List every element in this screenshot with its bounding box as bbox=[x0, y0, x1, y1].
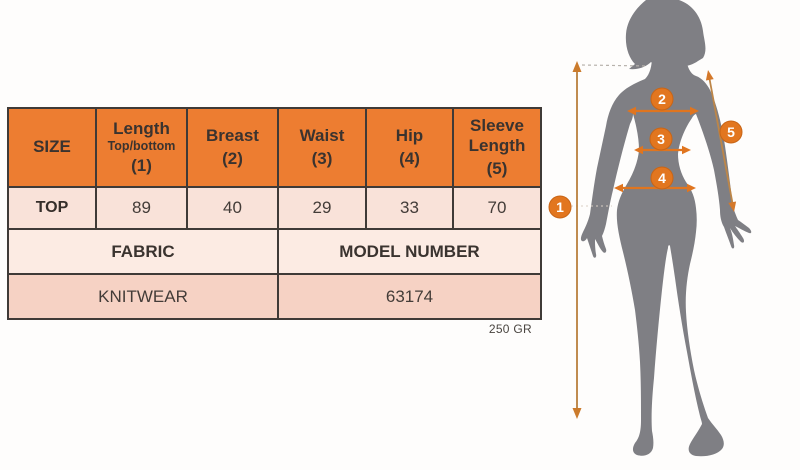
header-row: SIZE Length Top/bottom (1) Breast (2) Wa… bbox=[7, 107, 542, 188]
measurement-figure: 1 2 3 4 5 bbox=[540, 0, 800, 470]
waist-arrow-head-right-icon bbox=[682, 145, 691, 155]
header-breast-num: (2) bbox=[222, 148, 243, 168]
shoulder-guide-dashed-line bbox=[581, 64, 649, 67]
marker-3: 3 bbox=[649, 127, 673, 151]
breast-measure-arrow bbox=[627, 106, 699, 116]
height-arrow-head-top-icon bbox=[572, 61, 582, 72]
cell-hip-value: 33 bbox=[365, 186, 454, 230]
header-length-num: (1) bbox=[131, 156, 152, 175]
header-waist-num: (3) bbox=[311, 148, 333, 168]
marker-3-number: 3 bbox=[657, 131, 665, 147]
marker-4-circle bbox=[650, 166, 674, 190]
header-hip: Hip (4) bbox=[365, 107, 454, 188]
marker-2-circle bbox=[650, 87, 674, 111]
header-length-title: Length bbox=[113, 118, 170, 138]
marker-1-number: 1 bbox=[556, 199, 564, 215]
header-size: SIZE bbox=[7, 107, 97, 188]
sleeve-measure-arrow bbox=[705, 70, 737, 212]
marker-5-circle bbox=[719, 120, 743, 144]
marker-4: 4 bbox=[650, 166, 674, 190]
measurement-figure-svg: 1 2 3 4 5 bbox=[548, 0, 752, 457]
header-breast: Breast (2) bbox=[186, 107, 279, 188]
height-arrow-head-bottom-icon bbox=[572, 408, 582, 419]
breast-arrow-head-left-icon bbox=[627, 106, 636, 116]
header-length: Length Top/bottom (1) bbox=[95, 107, 188, 188]
waist-arrow-head-left-icon bbox=[634, 145, 643, 155]
marker-2-number: 2 bbox=[658, 91, 666, 107]
cell-fabric-value: KNITWEAR bbox=[7, 273, 279, 320]
hip-arrow-head-left-icon bbox=[614, 183, 623, 193]
hip-arrow-head-right-icon bbox=[687, 183, 696, 193]
cell-model-value: 63174 bbox=[277, 273, 542, 320]
sleeve-arrow-head-bottom-icon bbox=[728, 201, 737, 212]
header-length-sub: Top/bottom bbox=[107, 139, 176, 153]
cell-length-value: 89 bbox=[95, 186, 188, 230]
header-sleeve: Sleeve Length (5) bbox=[452, 107, 542, 188]
header-waist: Waist (3) bbox=[277, 107, 367, 188]
marker-3-circle bbox=[649, 127, 673, 151]
header-sleeve-title2: Length bbox=[468, 136, 526, 156]
marker-5: 5 bbox=[719, 120, 743, 144]
header-breast-title: Breast bbox=[206, 126, 259, 146]
header-sleeve-title: Sleeve bbox=[470, 115, 524, 135]
header-hip-num: (4) bbox=[399, 148, 420, 168]
marker-1-circle bbox=[548, 195, 572, 219]
values-row: TOP 89 40 29 33 70 bbox=[7, 186, 542, 230]
model-silhouette bbox=[580, 0, 752, 457]
header-waist-title: Waist bbox=[299, 126, 345, 146]
cell-breast-value: 40 bbox=[186, 186, 279, 230]
sleeve-arrow-line bbox=[708, 75, 734, 207]
cell-fabric-header: FABRIC bbox=[7, 228, 279, 275]
cell-sleeve-value: 70 bbox=[452, 186, 542, 230]
hip-measure-arrow bbox=[614, 183, 696, 193]
info-values-row: KNITWEAR 63174 bbox=[7, 273, 542, 320]
marker-5-number: 5 bbox=[727, 124, 735, 140]
marker-2: 2 bbox=[650, 87, 674, 111]
size-chart-table: SIZE Length Top/bottom (1) Breast (2) Wa… bbox=[7, 107, 542, 320]
header-size-label: SIZE bbox=[33, 137, 71, 157]
header-hip-title: Hip bbox=[395, 126, 424, 146]
info-header-row: FABRIC MODEL NUMBER bbox=[7, 228, 542, 275]
header-sleeve-num: (5) bbox=[486, 158, 508, 178]
sleeve-arrow-head-top-icon bbox=[705, 70, 714, 81]
weight-note: 250 GR bbox=[488, 322, 532, 336]
height-measure-arrow bbox=[572, 61, 582, 419]
cell-model-header: MODEL NUMBER bbox=[277, 228, 542, 275]
breast-arrow-head-right-icon bbox=[690, 106, 699, 116]
cell-size-top: TOP bbox=[7, 186, 97, 230]
marker-4-number: 4 bbox=[658, 170, 666, 186]
cell-waist-value: 29 bbox=[277, 186, 367, 230]
marker-1: 1 bbox=[548, 195, 572, 219]
